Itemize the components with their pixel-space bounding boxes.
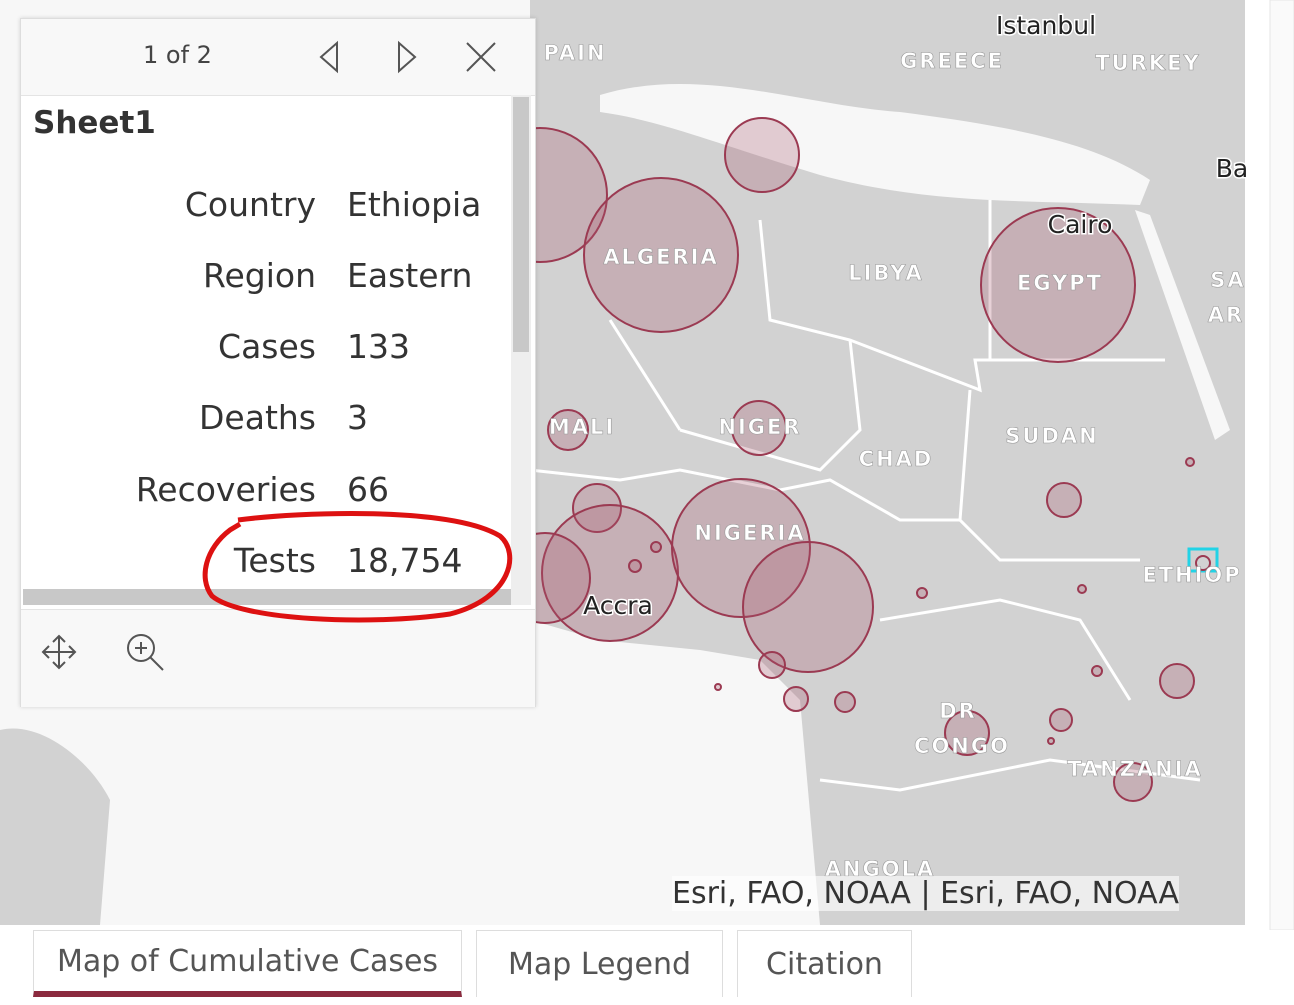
country-label: DR bbox=[939, 699, 977, 723]
bubble bbox=[758, 651, 786, 679]
bubble bbox=[1077, 584, 1087, 594]
selected-bubble bbox=[1195, 555, 1211, 571]
country-label: EGYPT bbox=[1017, 271, 1103, 295]
bubble bbox=[783, 686, 809, 712]
tab[interactable]: Map of Cumulative Cases bbox=[33, 930, 462, 997]
city-label: Istanbul bbox=[996, 11, 1096, 40]
country-label: LIBYA bbox=[848, 261, 924, 285]
bubble bbox=[834, 691, 856, 713]
country-label: TURKEY bbox=[1095, 51, 1200, 75]
popup: 1 of 2 Sheet1 Country Ethiopia Region East… bbox=[20, 18, 536, 707]
field-label: Recoveries bbox=[135, 470, 316, 509]
side-panel bbox=[1269, 0, 1294, 930]
next-button[interactable] bbox=[398, 40, 417, 74]
close-button[interactable] bbox=[466, 42, 496, 72]
pan-button[interactable] bbox=[41, 634, 77, 670]
country-label: SA bbox=[1210, 268, 1245, 292]
country-label: SUDAN bbox=[1005, 424, 1098, 448]
tab[interactable]: Citation bbox=[737, 930, 912, 997]
south-america bbox=[0, 728, 110, 925]
highlight-ellipse bbox=[202, 511, 513, 623]
red-sea bbox=[1135, 210, 1230, 440]
bubble bbox=[731, 400, 787, 456]
annotation bbox=[202, 511, 513, 623]
bubble bbox=[671, 478, 811, 618]
bubble bbox=[980, 207, 1136, 363]
field-value: Ethiopia bbox=[347, 185, 482, 224]
field-value: Eastern bbox=[347, 256, 473, 295]
bubble bbox=[1159, 663, 1195, 699]
bubble bbox=[714, 683, 722, 691]
bubble bbox=[628, 559, 642, 573]
popup-header: 1 of 2 bbox=[21, 19, 535, 96]
field-value: 66 bbox=[347, 470, 389, 509]
country-label: CHAD bbox=[859, 447, 934, 471]
land bbox=[490, 0, 1245, 925]
field-value: 18,754 bbox=[347, 541, 463, 580]
bubble bbox=[1113, 762, 1153, 802]
bubble bbox=[916, 587, 928, 599]
pager: 1 of 2 bbox=[143, 41, 212, 69]
country-label: GREECE bbox=[900, 49, 1004, 73]
country-label: NIGER bbox=[718, 415, 801, 439]
country-label: NIGERIA bbox=[694, 521, 805, 545]
bubble bbox=[742, 541, 874, 673]
scroll-thumb[interactable] bbox=[513, 97, 529, 352]
tab[interactable]: Map Legend bbox=[476, 930, 723, 997]
city-label: Cairo bbox=[1048, 210, 1113, 239]
bubbles bbox=[472, 117, 1195, 802]
zoom-button[interactable] bbox=[127, 634, 164, 671]
city-label: Ba bbox=[1216, 154, 1248, 183]
field-value: 133 bbox=[347, 327, 410, 366]
bubble bbox=[1049, 708, 1073, 732]
country-label: TANZANIA bbox=[1067, 757, 1203, 781]
country-label: AR bbox=[1208, 303, 1244, 327]
field-value: 3 bbox=[347, 398, 368, 437]
bubble bbox=[1091, 665, 1103, 677]
tool-icons bbox=[41, 634, 164, 671]
bubble bbox=[724, 117, 800, 193]
field-label: Region bbox=[203, 256, 316, 295]
bubble bbox=[1185, 457, 1195, 467]
mediterranean bbox=[600, 83, 1150, 205]
bubble bbox=[547, 409, 589, 451]
bubble bbox=[572, 483, 622, 533]
city-label: Accra bbox=[583, 591, 653, 620]
country-label: CONGO bbox=[914, 734, 1010, 758]
horizontal-scrollbar[interactable] bbox=[23, 589, 511, 605]
bubble bbox=[541, 504, 679, 642]
bubble bbox=[944, 710, 990, 756]
country-label: ETHIOP bbox=[1142, 563, 1241, 587]
bubble bbox=[583, 177, 739, 333]
field-label: Country bbox=[184, 185, 316, 224]
popup-controls bbox=[319, 40, 496, 74]
prev-button[interactable] bbox=[319, 40, 338, 74]
bubble bbox=[1047, 737, 1055, 745]
field-label: Tests bbox=[233, 541, 316, 580]
field-label: Cases bbox=[218, 327, 316, 366]
bubble bbox=[650, 541, 662, 553]
bubble bbox=[1046, 482, 1082, 518]
field-label: Deaths bbox=[199, 398, 316, 437]
country-label: MALI bbox=[549, 415, 615, 439]
attribution: Esri, FAO, NOAA | Esri, FAO, NOAA bbox=[672, 876, 1180, 911]
country-label: PAIN bbox=[543, 41, 606, 65]
popup-tools bbox=[21, 609, 535, 707]
country-label: ALGERIA bbox=[603, 245, 718, 269]
map: PAIN GREECE TURKEY ALGERIA LIBYA EGYPT M… bbox=[0, 0, 1294, 930]
popup-title: Sheet1 bbox=[33, 105, 156, 141]
